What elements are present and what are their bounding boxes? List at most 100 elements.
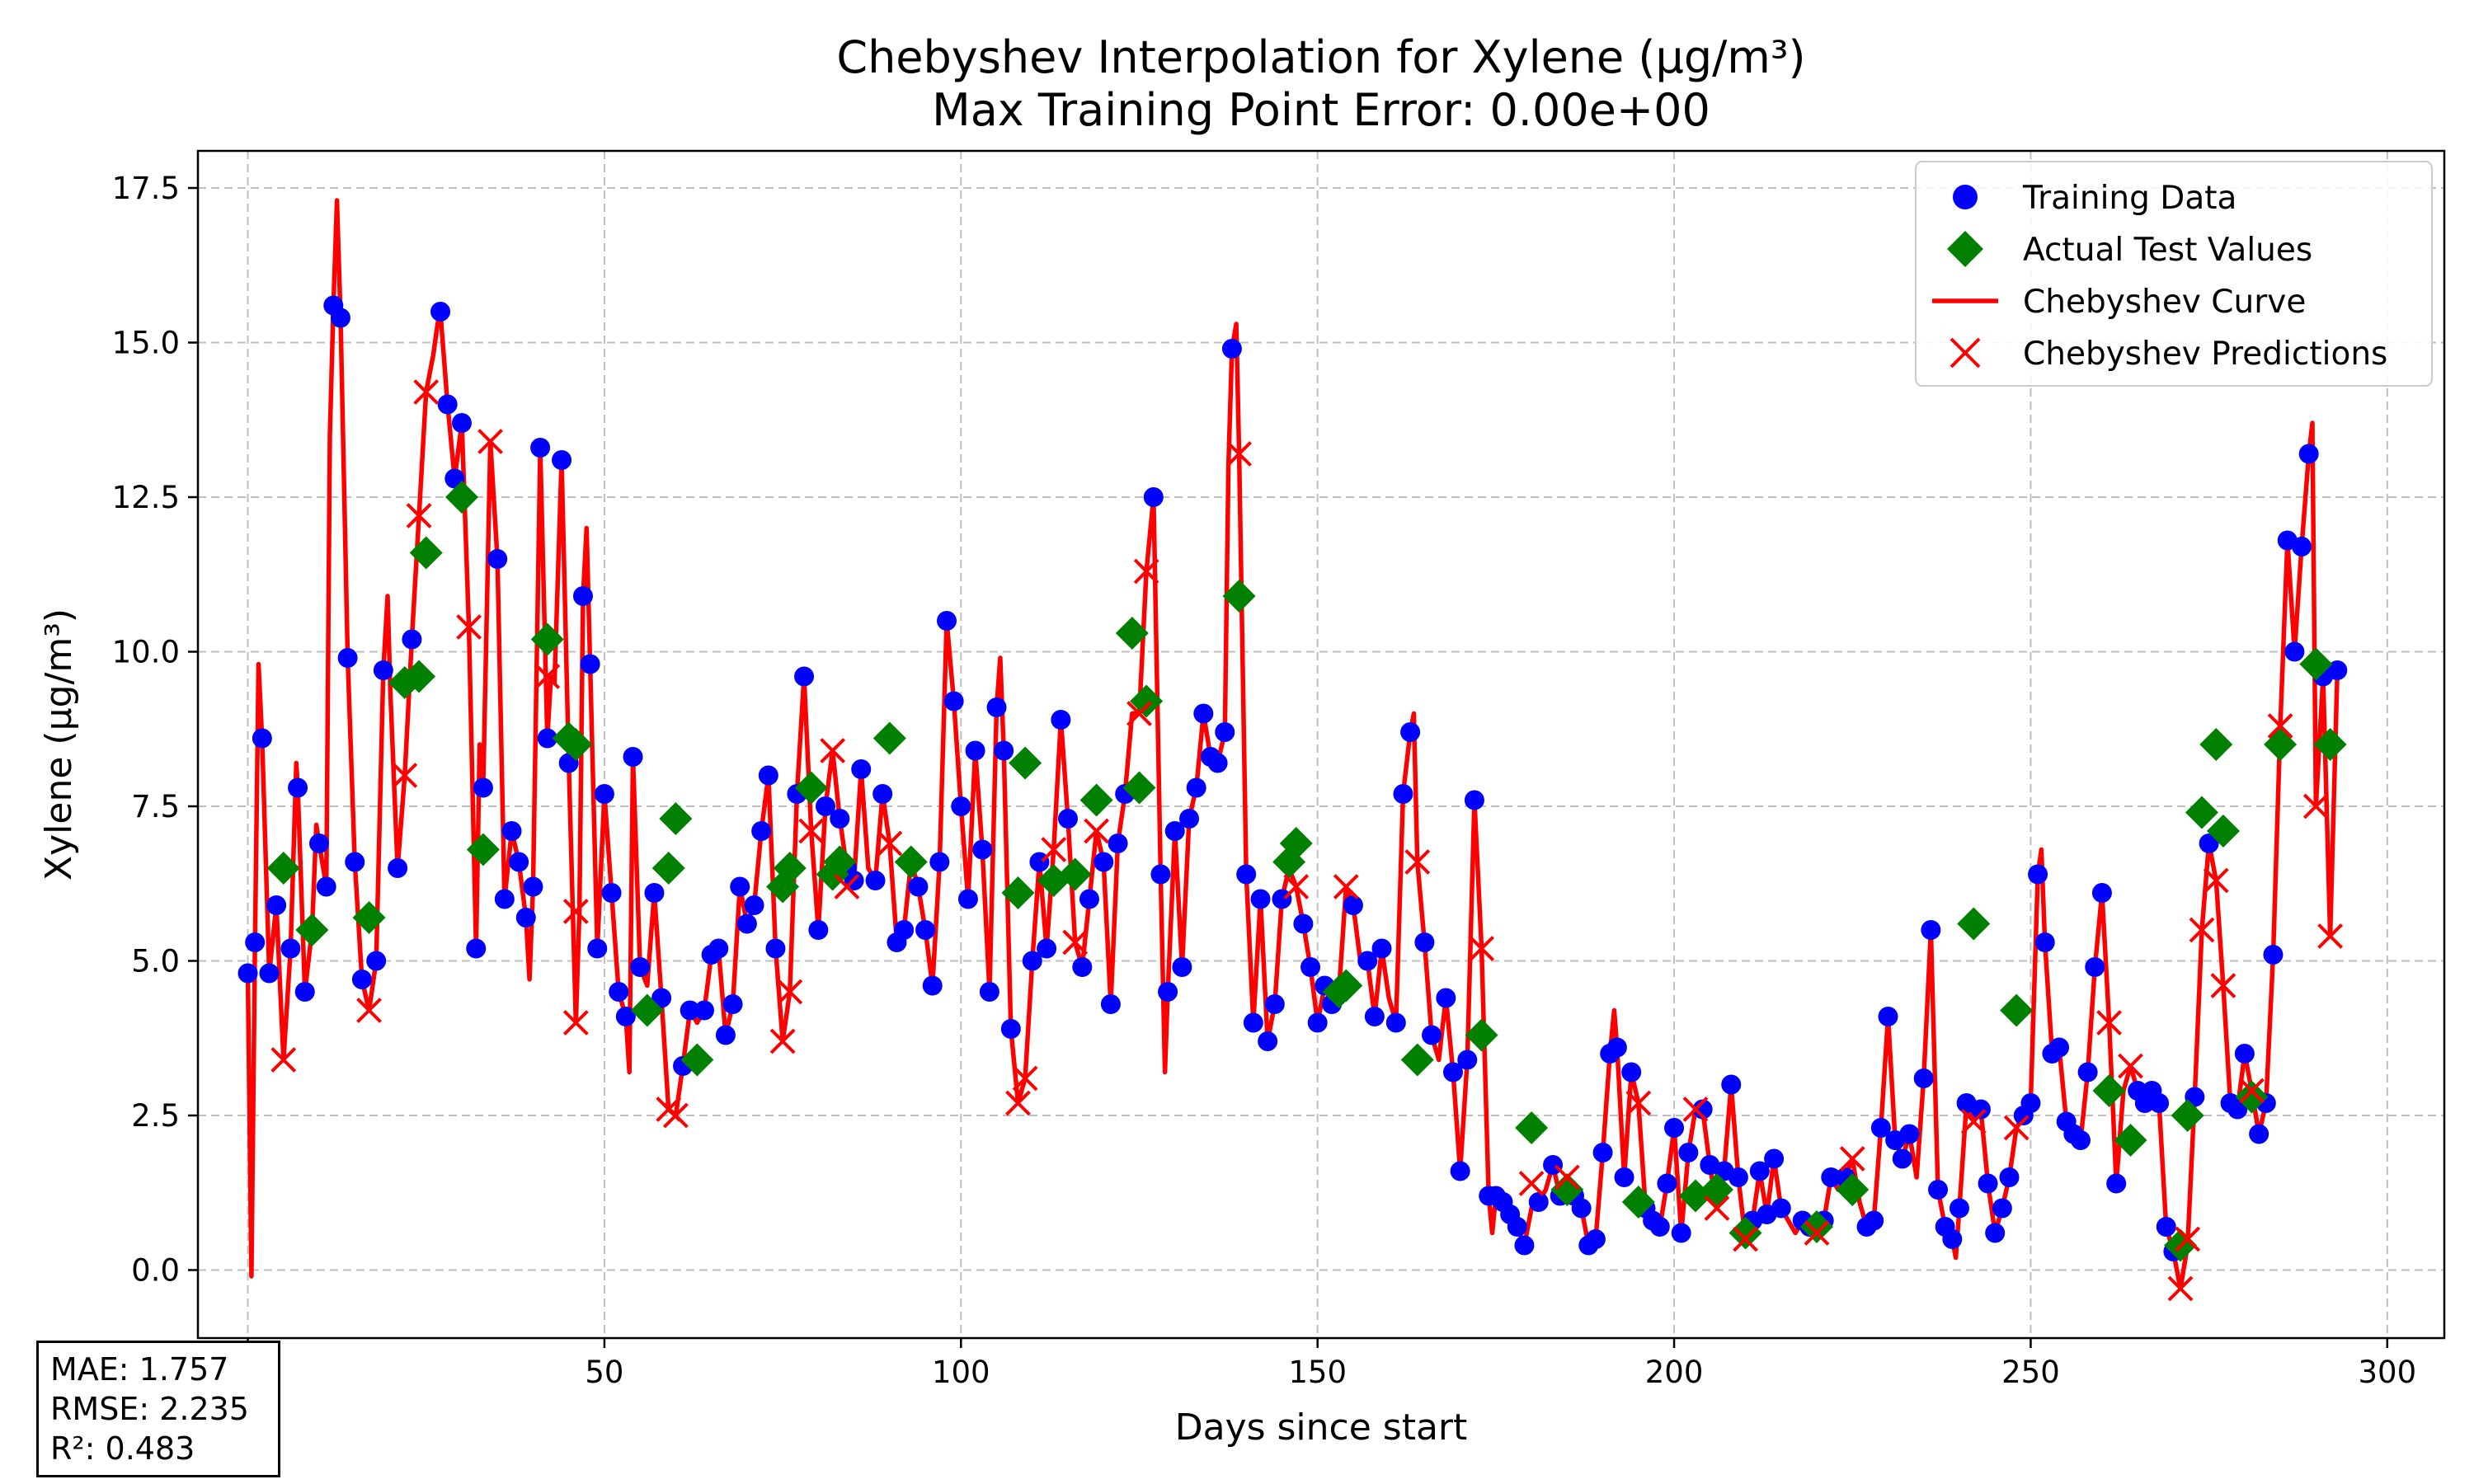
training-point	[1671, 1223, 1691, 1243]
training-point	[744, 895, 764, 915]
prediction-point	[456, 614, 482, 640]
training-point	[572, 586, 593, 606]
training-point	[972, 839, 993, 860]
training-point	[1164, 821, 1185, 841]
training-point	[1307, 1012, 1328, 1033]
training-point	[601, 883, 622, 903]
x-stroke	[2175, 1226, 2201, 1252]
training-point	[388, 858, 408, 878]
test-value-point	[266, 852, 300, 885]
prediction-point	[777, 979, 803, 1005]
training-point	[1678, 1143, 1699, 1162]
training-point	[1000, 1019, 1021, 1039]
training-point	[1393, 784, 1413, 804]
series-diamond	[266, 481, 2347, 1262]
prediction-point	[1333, 874, 1359, 899]
training-point	[1108, 834, 1128, 853]
training-point	[1821, 1167, 1841, 1187]
training-point	[266, 895, 287, 915]
test-value-point	[1800, 1210, 1834, 1243]
training-point	[2085, 957, 2105, 977]
test-value-point	[2114, 1124, 2147, 1157]
training-point	[2327, 660, 2348, 680]
y-tick-label: 10.0	[112, 635, 180, 670]
training-point	[1150, 864, 1171, 885]
training-point	[736, 913, 757, 934]
training-point	[1585, 1229, 1606, 1249]
training-point	[366, 951, 387, 971]
training-point	[2263, 945, 2284, 965]
test-value-point	[630, 993, 664, 1027]
x-stroke	[1062, 929, 1089, 956]
training-point	[1606, 1037, 1627, 1058]
training-point	[1892, 1148, 1912, 1169]
prediction-point	[1554, 1164, 1580, 1190]
test-value-point	[1400, 1043, 1434, 1077]
x-stroke	[562, 1010, 589, 1036]
prediction-point	[877, 830, 903, 857]
training-point	[1293, 913, 1314, 934]
training-point	[1899, 1124, 1920, 1144]
training-point	[2298, 444, 2319, 464]
training-point	[1621, 1062, 1642, 1082]
x-stroke	[1126, 701, 1152, 726]
prediction-point	[2302, 793, 2329, 819]
x-stroke	[413, 379, 440, 405]
training-point	[2091, 883, 2112, 903]
prediction-point	[356, 998, 382, 1023]
test-value-point	[1729, 1216, 1762, 1250]
training-point	[1422, 1025, 1442, 1045]
training-point	[1022, 951, 1042, 971]
training-point	[294, 982, 315, 1002]
prediction-point	[820, 738, 846, 763]
training-point	[280, 938, 301, 959]
prediction-point	[2267, 713, 2293, 739]
test-value-point	[402, 660, 436, 693]
training-point	[2249, 1124, 2269, 1144]
test-value-point	[1009, 746, 1042, 780]
training-point	[1243, 1012, 1263, 1033]
training-point	[929, 852, 950, 872]
x-stroke	[1518, 1171, 1545, 1196]
training-point	[1193, 703, 1214, 724]
x-stroke	[1804, 1220, 1830, 1246]
training-point	[994, 740, 1014, 761]
prediction-point	[534, 664, 561, 689]
training-point	[373, 660, 393, 680]
training-point	[1037, 938, 1057, 959]
training-point	[1970, 1099, 1991, 1120]
training-point	[351, 970, 372, 989]
training-point	[1749, 1161, 1770, 1181]
training-point	[808, 920, 829, 940]
training-point	[1978, 1173, 1998, 1194]
training-point	[515, 908, 536, 928]
test-value-point	[2206, 815, 2240, 848]
prediction-point	[2203, 867, 2229, 894]
training-point	[330, 308, 350, 328]
training-point	[2070, 1130, 2091, 1150]
x-stroke	[2239, 1078, 2265, 1104]
x-stroke	[798, 818, 825, 844]
y-tick-label: 12.5	[112, 480, 180, 515]
training-point	[751, 821, 772, 841]
training-point	[1649, 1217, 1670, 1237]
training-point	[1614, 1167, 1634, 1187]
test-value-point	[1222, 580, 1256, 613]
training-point	[1172, 957, 1192, 977]
training-point	[437, 394, 458, 415]
training-point	[1442, 1062, 1463, 1082]
training-point	[1664, 1118, 1685, 1138]
training-point	[2199, 834, 2219, 853]
chart-subtitle: Max Training Point Error: 0.00e+00	[932, 84, 1710, 136]
training-point	[537, 728, 557, 749]
test-value-point	[1122, 771, 1156, 805]
test-value-point	[559, 728, 593, 761]
test-value-point	[1058, 857, 1092, 891]
training-point	[1870, 1118, 1891, 1138]
training-point	[552, 450, 572, 470]
x-stroke	[406, 503, 432, 528]
x-stroke	[777, 979, 803, 1005]
prediction-point	[1839, 1146, 1865, 1172]
x-stroke	[1005, 1090, 1031, 1116]
prediction-point	[2210, 973, 2236, 998]
